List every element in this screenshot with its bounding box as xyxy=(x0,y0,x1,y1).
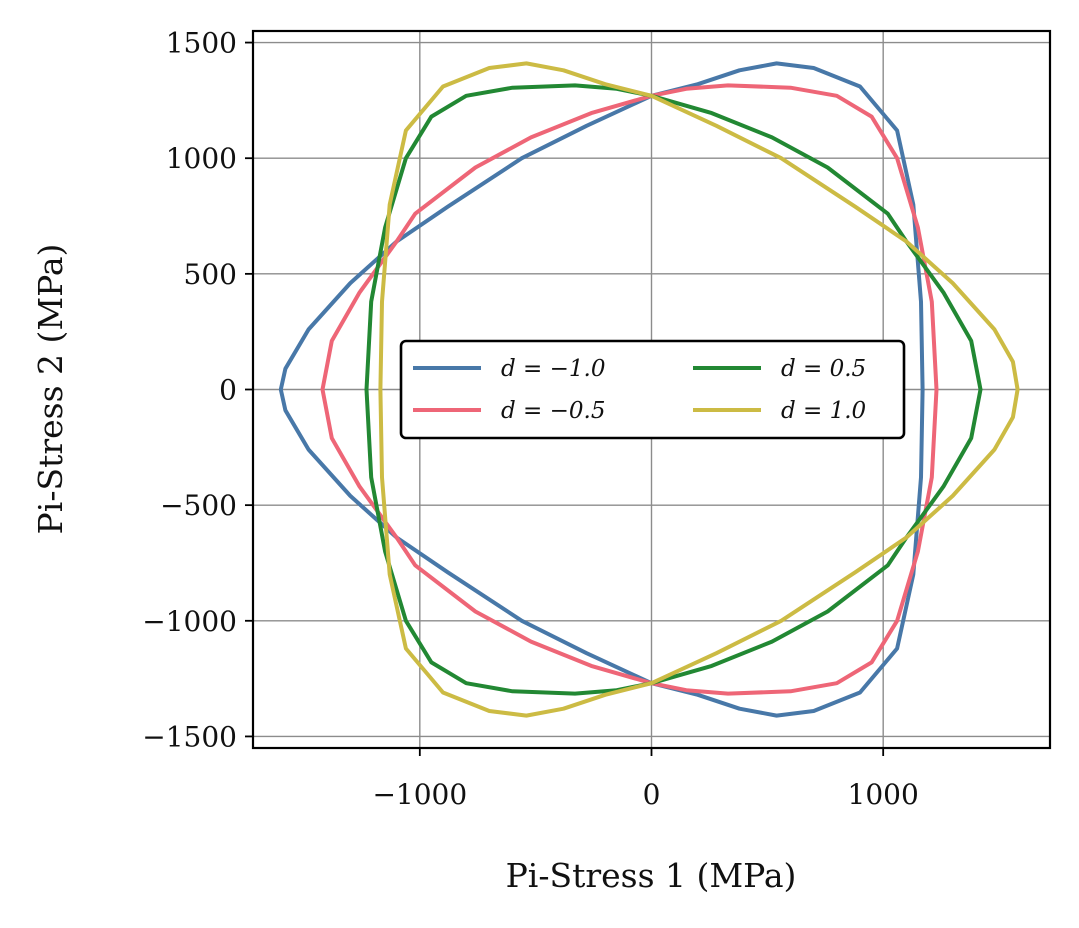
series-line-2 xyxy=(320,83,939,696)
axis-ticks: −1000 0 1000 1500 1000 500 0 −500 −1000 −1500 xyxy=(142,27,919,811)
plot-series xyxy=(278,61,1020,718)
legend-label-3: d = 0.5 xyxy=(781,356,866,382)
y-tick-label: 500 xyxy=(184,258,237,291)
legend: d = −1.0 d = −0.5 d = 0.5 d = 1.0 xyxy=(399,339,906,440)
legend-label-2: d = −0.5 xyxy=(501,398,605,424)
legend-label-1: d = −1.0 xyxy=(501,356,605,382)
series-line-4 xyxy=(378,61,1020,718)
y-tick-label: 1000 xyxy=(166,142,237,175)
x-tick-label: 0 xyxy=(643,778,661,811)
y-tick-label: −1000 xyxy=(142,605,237,638)
y-axis-title: Pi-Stress 2 (MPa) xyxy=(31,244,70,535)
y-tick-label: −500 xyxy=(160,489,237,522)
legend-label-4: d = 1.0 xyxy=(781,398,866,424)
x-tick-label: −1000 xyxy=(372,778,467,811)
y-tick-label: −1500 xyxy=(142,720,237,753)
series-line-1 xyxy=(278,61,925,718)
x-tick-label: 1000 xyxy=(848,778,919,811)
y-tick-label: 0 xyxy=(219,374,237,407)
series-line-3 xyxy=(364,83,983,696)
x-axis-title: Pi-Stress 1 (MPa) xyxy=(506,856,797,895)
legend-box xyxy=(399,339,906,440)
y-tick-label: 1500 xyxy=(166,27,237,60)
